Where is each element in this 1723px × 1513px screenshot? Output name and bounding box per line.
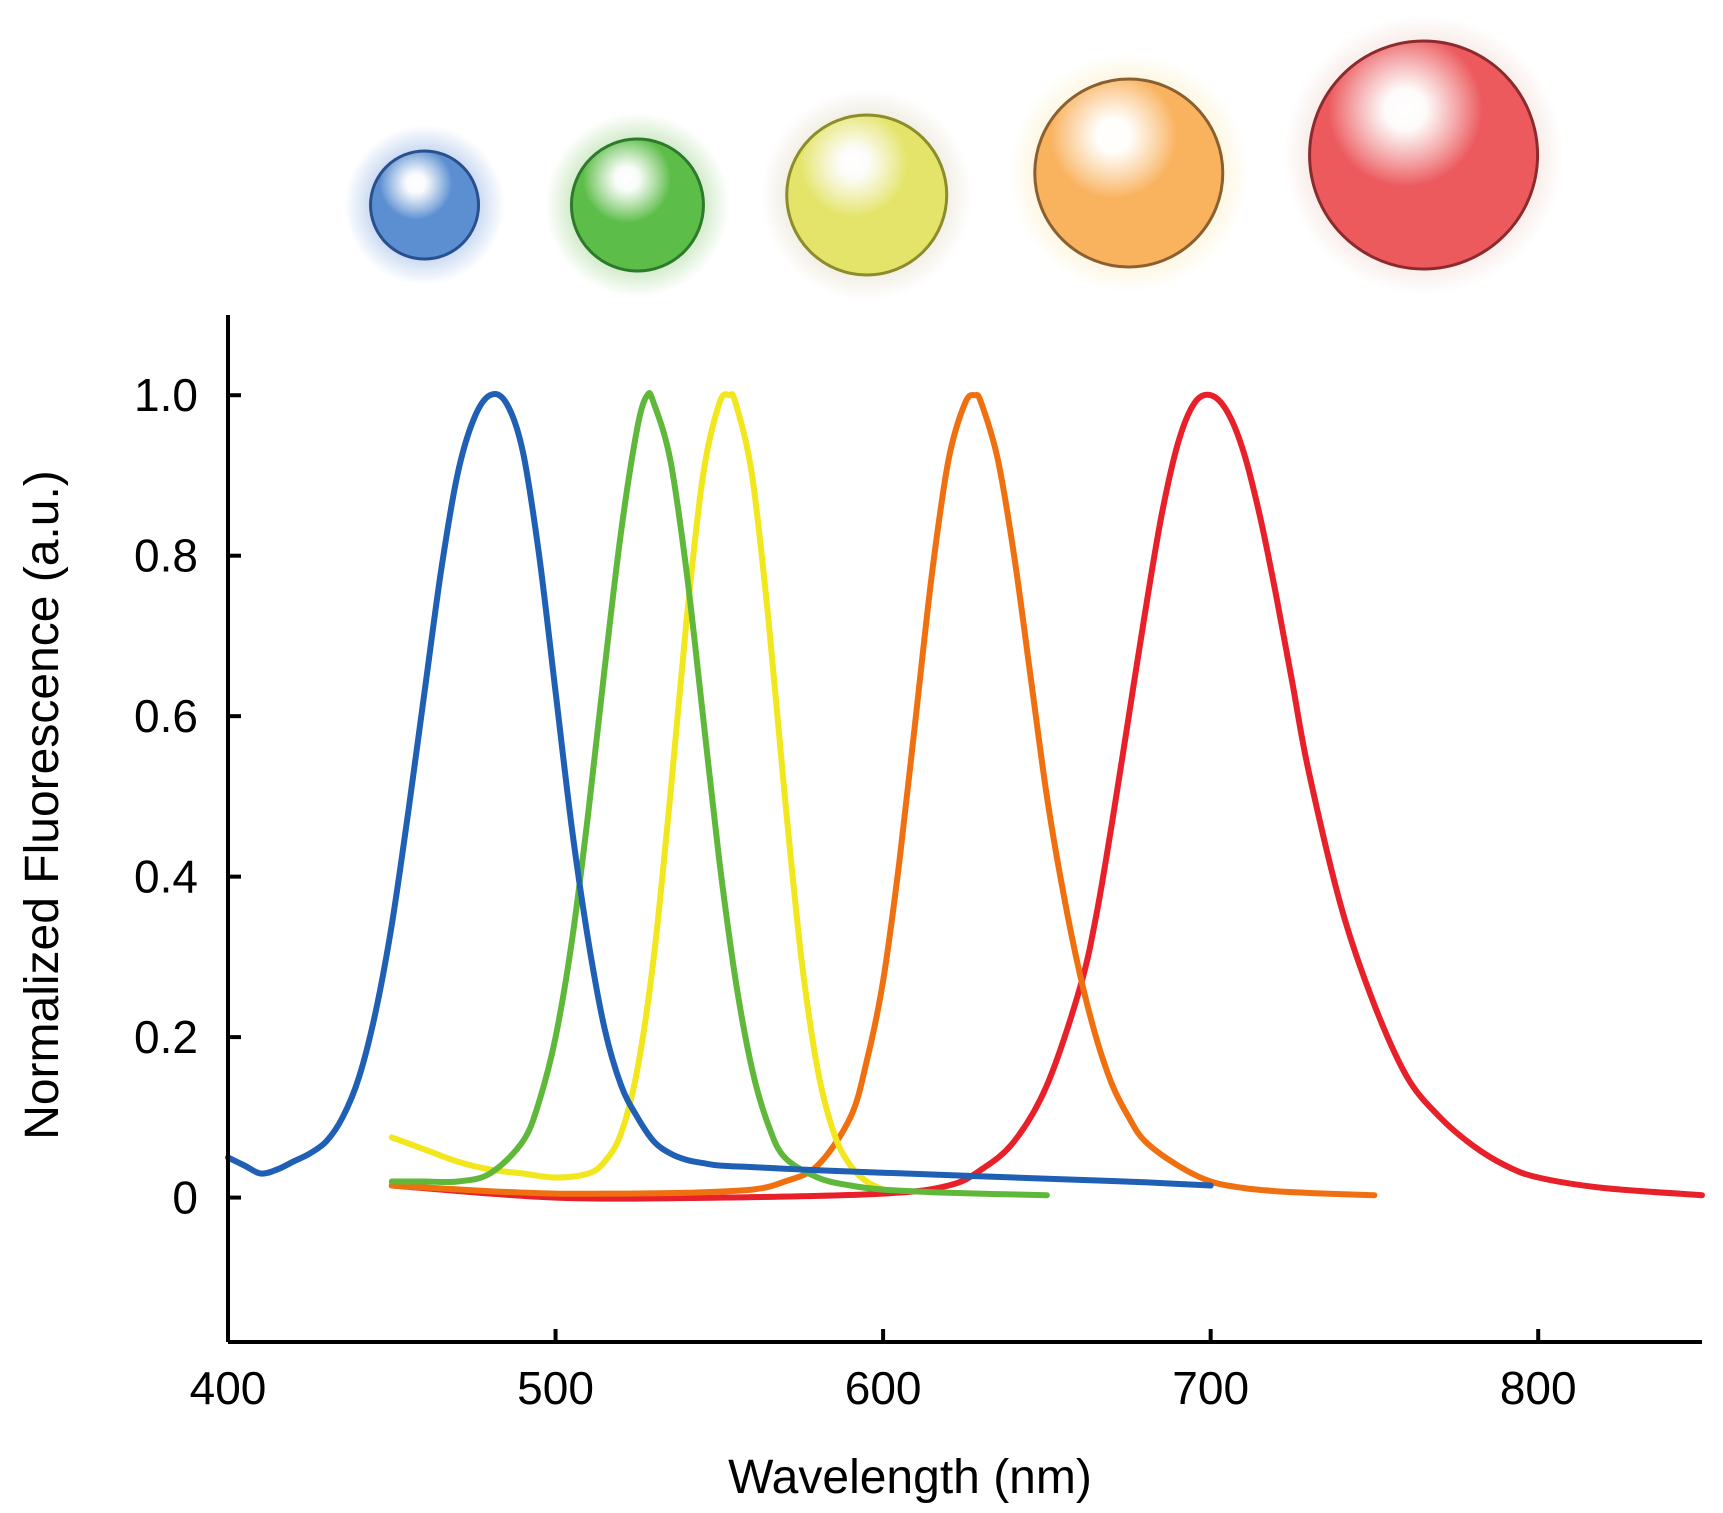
x-tick-label: 800 <box>1500 1362 1577 1414</box>
orange-dot-body <box>1033 77 1225 269</box>
y-tick-label: 0.8 <box>134 530 198 582</box>
x-tick-label: 700 <box>1172 1362 1249 1414</box>
y-tick-label: 0.6 <box>134 690 198 742</box>
series-line-red <box>388 391 1705 1202</box>
red-dot-body <box>1308 39 1540 271</box>
series-line-green <box>388 390 1050 1199</box>
y-axis-title: Normalized Fluorescence (a.u.) <box>16 470 69 1140</box>
green-dot <box>545 113 730 297</box>
x-tick-label: 400 <box>190 1362 267 1414</box>
y-tick-label: 0.4 <box>134 851 198 903</box>
x-tick-label: 600 <box>845 1362 922 1414</box>
ticks: 400 500 600 700 800 0 0.2 0.4 0.6 0.8 1.0 <box>134 369 1577 1414</box>
x-axis-title: Wavelength (nm) <box>728 1451 1092 1504</box>
y-tick-label: 1.0 <box>134 369 198 421</box>
x-tick-label: 500 <box>517 1362 594 1414</box>
blue-dot <box>344 125 505 285</box>
series-layer <box>225 390 1705 1202</box>
y-tick-label: 0.2 <box>134 1011 198 1063</box>
orange-dot <box>1008 53 1249 293</box>
series-line-yellow <box>388 391 887 1193</box>
nanoparticle-dots <box>344 15 1564 301</box>
series-line-blue <box>225 391 1214 1189</box>
y-tick-label: 0 <box>172 1172 198 1224</box>
blue-dot-body <box>369 149 481 261</box>
series-line-orange <box>388 391 1378 1199</box>
axes <box>226 315 1702 1344</box>
yellow-dot-body <box>785 113 949 277</box>
yellow-dot <box>760 89 973 301</box>
red-dot <box>1283 15 1564 295</box>
green-dot-body <box>569 137 705 273</box>
